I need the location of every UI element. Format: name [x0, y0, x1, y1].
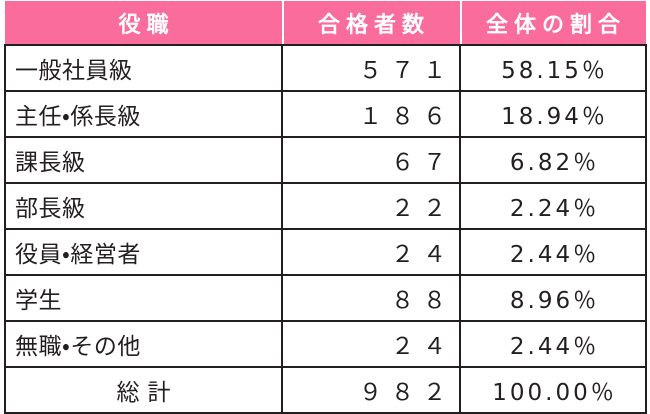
cell-share: 2.44％ — [459, 320, 647, 367]
column-header-share: 全体の割合 — [460, 1, 646, 45]
table-header-row: 役職 合格者数 全体の割合 — [5, 1, 646, 45]
table-row: 課長級 ６７ 6.82％ — [4, 136, 647, 183]
table-row: 一般社員級 ５７１ 58.15％ — [4, 44, 647, 91]
cell-count: ５７１ — [281, 44, 460, 91]
column-header-role: 役職 — [118, 11, 175, 37]
cell-share: 18.94％ — [459, 90, 647, 137]
cell-role: 学生 — [4, 274, 282, 321]
cell-share: 8.96％ — [459, 274, 647, 321]
role-pass-rate-table: 役職 合格者数 全体の割合 一般社員級 ５７１ 58.15％ 主任・係長級 １８６ 18.… — [4, 1, 647, 414]
cell-role: 役員・経営者 — [4, 228, 282, 275]
cell-count: ２２ — [281, 182, 460, 229]
stats-table-container: 役職 合格者数 全体の割合 一般社員級 ５７１ 58.15％ 主任・係長級 １８６ 18.… — [4, 1, 647, 414]
cell-share: 6.82％ — [459, 136, 647, 183]
cell-share: 58.15％ — [459, 44, 647, 91]
cell-count: ６７ — [281, 136, 460, 183]
cell-role: 課長級 — [4, 136, 282, 183]
total-share: 100.00％ — [459, 366, 647, 414]
table-body: 一般社員級 ５７１ 58.15％ 主任・係長級 １８６ 18.94％ 課長級 ６７ 6.82％部… — [4, 44, 647, 414]
cell-share: 2.24％ — [459, 182, 647, 229]
table-total-row: 総計 ９８２ 100.00％ — [4, 366, 647, 414]
table-row: 部長級 ２２ 2.24％ — [4, 182, 647, 229]
table-row: 学生 ８８ 8.96％ — [4, 274, 647, 321]
table-header: 役職 合格者数 全体の割合 — [5, 1, 646, 45]
cell-role: 一般社員級 — [4, 44, 282, 91]
cell-count: ２４ — [281, 228, 460, 275]
cell-count: １８６ — [281, 90, 460, 137]
cell-count: ２４ — [281, 320, 460, 367]
table-row: 主任・係長級 １８６ 18.94％ — [4, 90, 647, 137]
total-label: 総計 — [4, 366, 282, 414]
table-row: 役員・経営者 ２４ 2.44％ — [4, 228, 647, 275]
cell-share: 2.44％ — [459, 228, 647, 275]
cell-role: 主任・係長級 — [4, 90, 282, 137]
column-header-count: 合格者数 — [282, 1, 460, 45]
cell-count: ８８ — [281, 274, 460, 321]
cell-role: 無職・その他 — [4, 320, 282, 367]
table-row: 無職・その他 ２４ 2.44％ — [4, 320, 647, 367]
cell-role: 部長級 — [4, 182, 282, 229]
total-count: ９８２ — [281, 366, 460, 414]
